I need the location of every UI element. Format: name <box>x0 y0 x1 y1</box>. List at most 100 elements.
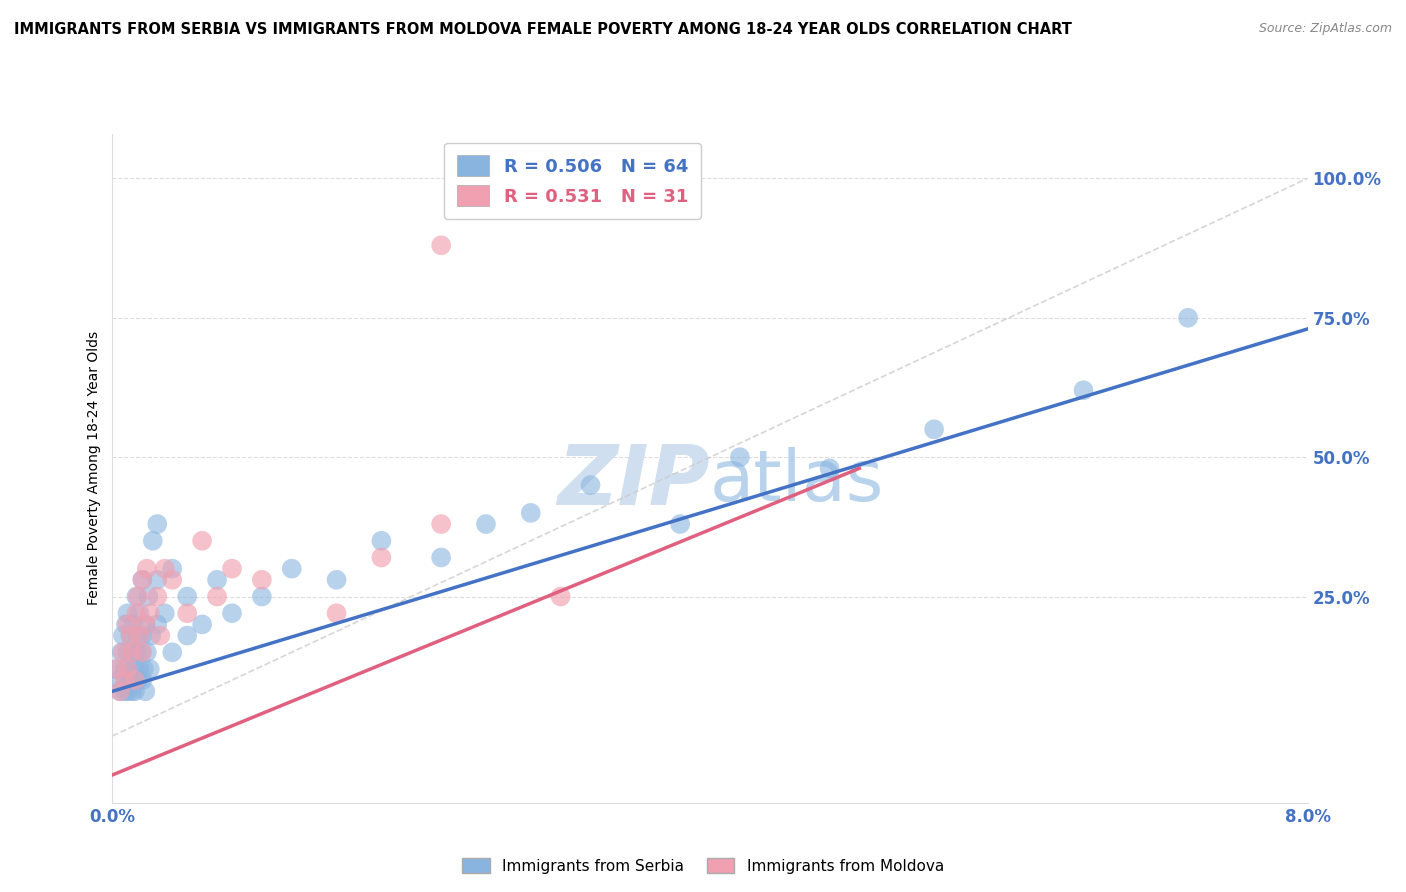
Point <box>176 629 198 643</box>
Point <box>108 684 131 698</box>
Point <box>131 645 153 659</box>
Point <box>205 573 228 587</box>
Point <box>117 645 139 659</box>
Point <box>128 629 150 643</box>
Point <box>128 662 150 676</box>
Point <box>370 550 392 565</box>
Point <box>134 684 156 698</box>
Point <box>250 573 273 587</box>
Legend: Immigrants from Serbia, Immigrants from Moldova: Immigrants from Serbia, Immigrants from … <box>456 852 950 880</box>
Point <box>146 517 169 532</box>
Point <box>124 684 146 698</box>
Point <box>129 645 152 659</box>
Point <box>669 517 692 532</box>
Point <box>114 662 135 676</box>
Point <box>107 673 129 688</box>
Point <box>430 517 453 532</box>
Point <box>134 617 156 632</box>
Point <box>430 238 453 252</box>
Point <box>128 607 150 621</box>
Point <box>579 478 602 492</box>
Point <box>176 607 198 621</box>
Point <box>105 662 128 676</box>
Point <box>162 645 183 659</box>
Point <box>922 422 945 436</box>
Text: Source: ZipAtlas.com: Source: ZipAtlas.com <box>1258 22 1392 36</box>
Point <box>114 684 135 698</box>
Point <box>139 662 162 676</box>
Point <box>146 573 169 587</box>
Point <box>120 629 142 643</box>
Point <box>117 662 139 676</box>
Point <box>108 684 131 698</box>
Point <box>250 590 273 604</box>
Point <box>131 573 153 587</box>
Point <box>131 573 153 587</box>
Point <box>117 617 139 632</box>
Point <box>120 629 142 643</box>
Point <box>325 573 347 587</box>
Point <box>146 590 169 604</box>
Point <box>149 629 172 643</box>
Point <box>818 461 841 475</box>
Point <box>121 684 143 698</box>
Y-axis label: Female Poverty Among 18-24 Year Olds: Female Poverty Among 18-24 Year Olds <box>87 331 101 606</box>
Text: IMMIGRANTS FROM SERBIA VS IMMIGRANTS FROM MOLDOVA FEMALE POVERTY AMONG 18-24 YEA: IMMIGRANTS FROM SERBIA VS IMMIGRANTS FRO… <box>14 22 1071 37</box>
Point <box>162 573 183 587</box>
Point <box>221 562 243 576</box>
Point <box>117 662 139 676</box>
Legend: R = 0.506   N = 64, R = 0.531   N = 31: R = 0.506 N = 64, R = 0.531 N = 31 <box>444 143 700 219</box>
Point <box>121 645 143 659</box>
Point <box>1073 384 1095 398</box>
Point <box>131 629 153 643</box>
Point <box>191 617 214 632</box>
Point <box>122 673 145 688</box>
Point <box>475 517 498 532</box>
Point <box>125 607 148 621</box>
Point <box>135 562 157 576</box>
Point <box>121 645 143 659</box>
Point <box>127 629 149 643</box>
Point <box>370 533 392 548</box>
Point <box>141 629 163 643</box>
Point <box>139 607 162 621</box>
Point <box>728 450 751 465</box>
Point <box>110 645 132 659</box>
Point <box>325 607 347 621</box>
Point <box>117 684 139 698</box>
Point <box>520 506 543 520</box>
Point <box>135 645 157 659</box>
Point <box>1177 310 1199 325</box>
Point <box>104 662 127 676</box>
Point <box>221 607 243 621</box>
Point <box>205 590 228 604</box>
Point <box>131 673 153 688</box>
Point <box>125 645 148 659</box>
Point <box>111 645 134 659</box>
Text: ZIP: ZIP <box>557 442 710 522</box>
Text: atlas: atlas <box>710 447 884 516</box>
Point <box>153 607 176 621</box>
Point <box>191 533 214 548</box>
Point <box>114 673 135 688</box>
Point <box>176 590 198 604</box>
Point <box>125 590 148 604</box>
Point <box>146 617 169 632</box>
Point <box>153 562 176 576</box>
Point <box>124 662 146 676</box>
Point <box>430 550 453 565</box>
Point <box>117 607 139 621</box>
Point <box>132 662 155 676</box>
Point <box>115 617 138 632</box>
Point <box>162 562 183 576</box>
Point <box>127 590 149 604</box>
Point <box>122 617 145 632</box>
Point <box>134 617 156 632</box>
Point <box>115 673 138 688</box>
Point <box>281 562 304 576</box>
Point <box>142 533 165 548</box>
Point <box>138 590 160 604</box>
Point <box>550 590 572 604</box>
Point <box>120 673 142 688</box>
Point <box>124 673 146 688</box>
